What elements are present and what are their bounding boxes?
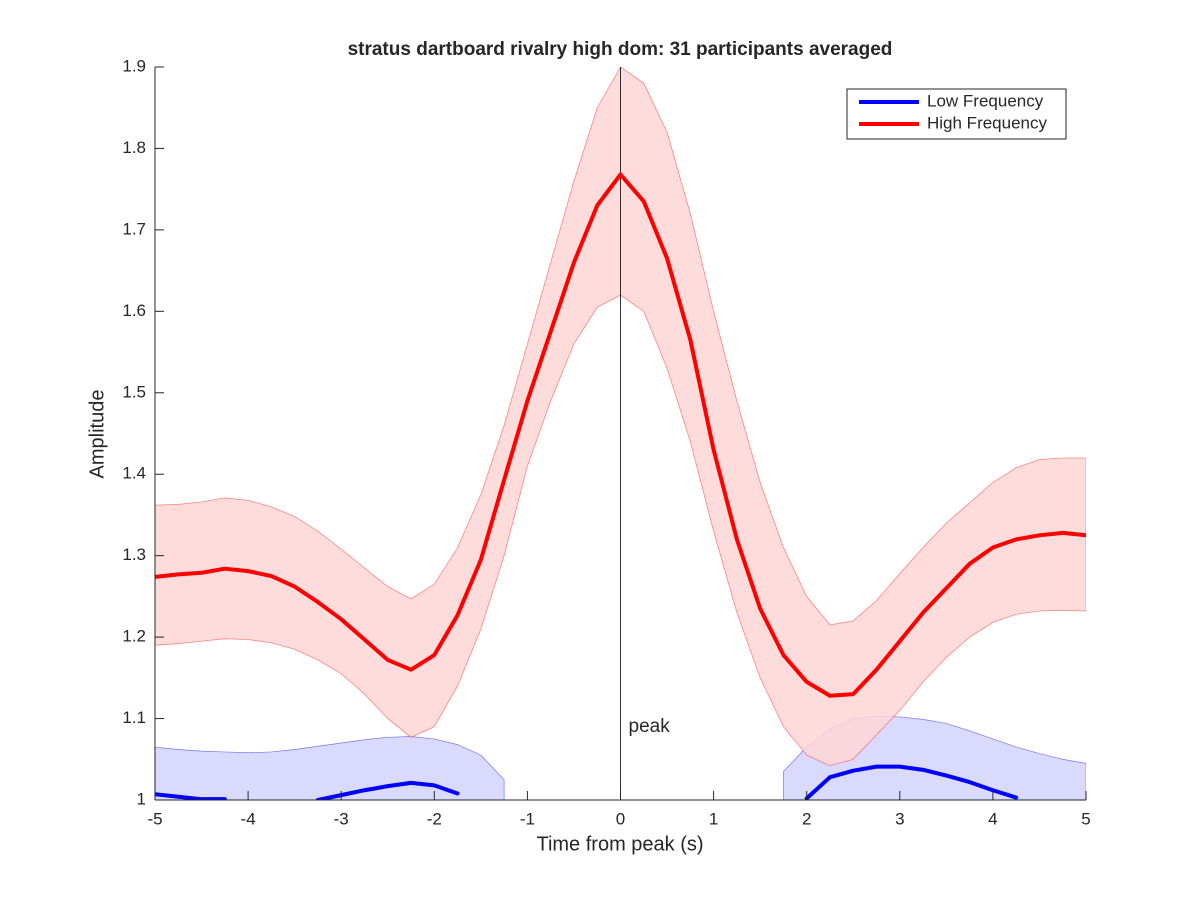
x-tick-label: 4 — [988, 809, 997, 828]
error-band — [155, 67, 1086, 767]
x-tick-label: 0 — [616, 809, 625, 828]
annotation: peak — [629, 716, 671, 737]
x-tick-label: 3 — [895, 809, 904, 828]
chart-title: stratus dartboard rivalry high dom: 31 p… — [348, 39, 893, 60]
x-tick-label: -3 — [334, 809, 349, 828]
y-tick-label: 1.4 — [122, 464, 146, 483]
series-line — [155, 792, 227, 800]
series-line — [804, 764, 1019, 800]
x-tick-label: -2 — [427, 809, 442, 828]
x-tick-label: 5 — [1081, 809, 1090, 828]
y-tick-label: 1.3 — [122, 545, 146, 564]
x-tick-label: -5 — [147, 809, 162, 828]
plot-area — [155, 67, 1086, 800]
y-tick-label: 1.2 — [122, 627, 146, 646]
x-tick-label: 1 — [709, 809, 718, 828]
legend: Low Frequency High Frequency — [846, 88, 1067, 140]
y-tick-label: 1.7 — [122, 219, 146, 238]
x-tick-label: 2 — [802, 809, 811, 828]
series-line — [155, 172, 1086, 698]
y-tick-label: 1 — [137, 789, 146, 808]
axes: -5 -4 -3 -2 -1 0 1 2 3 4 5 1 1.1 1.2 1.3 1.4 1.5 1.6 1.7 1.… — [122, 56, 1090, 828]
x-tick-label: -1 — [520, 809, 535, 828]
legend-label: Low Frequency — [927, 91, 1044, 110]
y-tick-label: 1.8 — [122, 138, 146, 157]
y-tick-label: 1.1 — [122, 708, 146, 727]
legend-box — [846, 88, 1067, 140]
legend-label: High Frequency — [927, 113, 1048, 132]
x-axis-label: Time from peak (s) — [536, 833, 703, 855]
y-axis-label: Amplitude — [86, 390, 108, 479]
y-tick-label: 1.6 — [122, 301, 146, 320]
y-tick-label: 1.9 — [122, 56, 146, 75]
x-tick-label: -4 — [241, 809, 256, 828]
y-tick-label: 1.5 — [122, 382, 146, 401]
